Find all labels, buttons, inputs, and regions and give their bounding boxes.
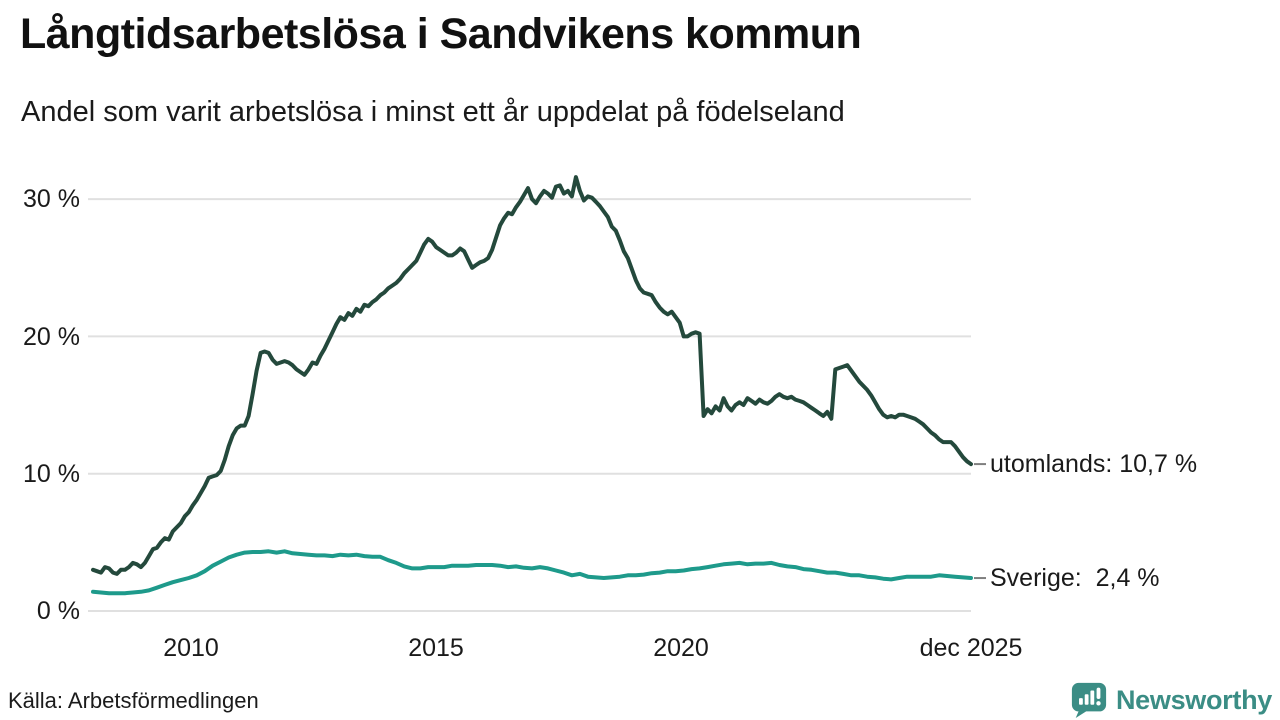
y-tick-0: 0 % [36,597,80,625]
y-tick-20: 20 % [23,323,80,351]
page-title: Långtidsarbetslösa i Sandvikens kommun [20,10,862,58]
brand-name: Newsworthy [1115,684,1272,715]
series-line-utomlands [91,175,973,576]
series-label-sverige: Sverige: 2,4 % [990,564,1160,592]
brand-lockup: Newsworthy [1070,680,1272,720]
source-note: Källa: Arbetsförmedlingen [8,688,259,713]
y-tick-10: 10 % [23,460,80,488]
series-line-Sverige [91,549,973,596]
x-tick-dec2025: dec 2025 [919,634,1023,662]
newsworthy-logo-icon [1071,682,1107,719]
x-tick-2010: 2010 [163,634,219,662]
page-subtitle: Andel som varit arbetslösa i minst ett å… [21,96,845,128]
series-label-utomlands: utomlands: 10,7 % [990,450,1198,478]
y-tick-30: 30 % [23,185,80,213]
x-tick-2020: 2020 [653,634,709,662]
x-tick-2015: 2015 [408,634,464,662]
